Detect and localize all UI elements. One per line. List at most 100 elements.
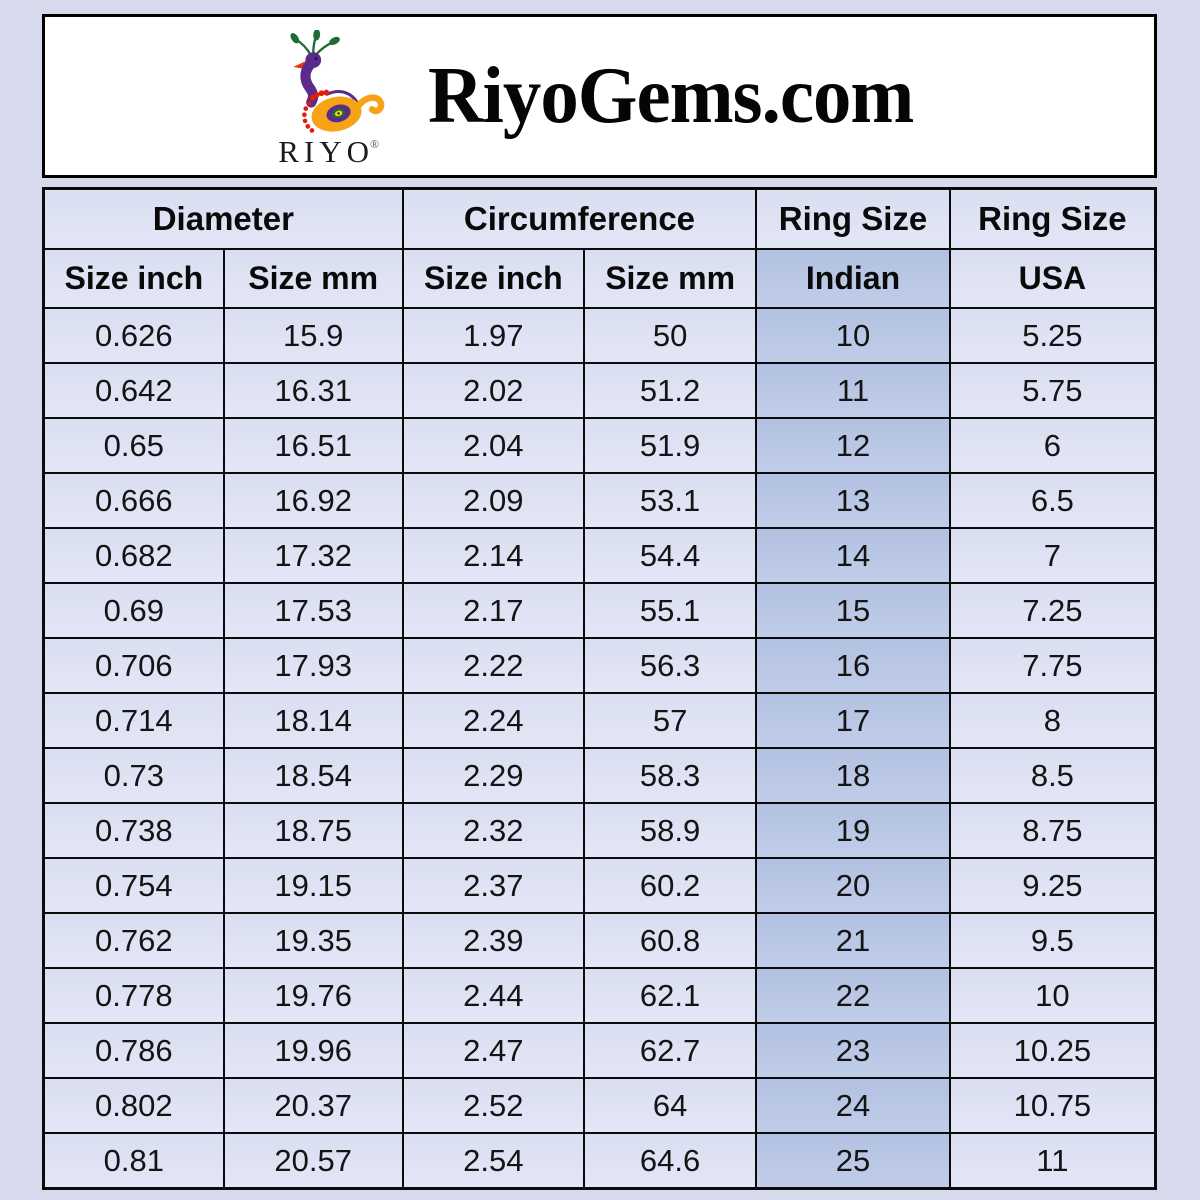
logo-brand-text: RIYO (278, 133, 374, 169)
table-cell: 55.1 (582, 582, 758, 639)
table-cell: 60.8 (582, 912, 758, 969)
table-cell: 19.15 (222, 857, 404, 914)
registered-trademark-symbol: ® (370, 136, 380, 151)
table-cell: 16 (755, 637, 951, 694)
site-title: RiyoGems.com (427, 51, 914, 140)
table-cell: 16.51 (222, 417, 404, 474)
table-cell: 8.75 (948, 802, 1157, 859)
column-header-circumference-mm: Size mm (582, 248, 758, 309)
table-cell: 50 (582, 307, 758, 364)
table-cell: 2.02 (401, 362, 585, 419)
table-cell: 10 (755, 307, 951, 364)
table-cell: 2.29 (401, 747, 585, 804)
table-cell: 19.96 (222, 1022, 404, 1079)
riyo-logo: RIYO® (266, 29, 392, 167)
table-cell: 7.25 (948, 582, 1157, 639)
table-row: 0.714 18.14 2.24 57 17 8 (42, 692, 1157, 749)
table-cell: 14 (755, 527, 951, 584)
table-cell: 0.754 (42, 857, 225, 914)
table-cell: 6.5 (948, 472, 1157, 529)
table-cell: 9.25 (948, 857, 1157, 914)
table-cell: 9.5 (948, 912, 1157, 969)
column-header-circumference-inch: Size inch (401, 248, 585, 309)
table-cell: 19.76 (222, 967, 404, 1024)
table-cell: 2.39 (401, 912, 585, 969)
table-row: 0.786 19.96 2.47 62.7 23 10.25 (42, 1022, 1157, 1079)
table-cell: 22 (755, 967, 951, 1024)
table-cell: 24 (755, 1077, 951, 1134)
table-cell: 12 (755, 417, 951, 474)
column-header-diameter-mm: Size mm (222, 248, 404, 309)
table-cell: 2.14 (401, 527, 585, 584)
table-cell: 0.642 (42, 362, 225, 419)
size-table-body: 0.626 15.9 1.97 50 10 5.25 0.642 16.31 2.02 51.2 1… (42, 307, 1157, 1190)
table-cell: 2.52 (401, 1077, 585, 1134)
table-cell: 7 (948, 527, 1157, 584)
table-row: 0.682 17.32 2.14 54.4 14 7 (42, 527, 1157, 584)
table-cell: 56.3 (582, 637, 758, 694)
table-cell: 0.81 (42, 1132, 225, 1190)
table-cell: 0.666 (42, 472, 225, 529)
column-header-usa: USA (948, 248, 1157, 309)
logo-wordmark: RIYO® (278, 136, 379, 167)
table-cell: 2.04 (401, 417, 585, 474)
table-cell: 60.2 (582, 857, 758, 914)
table-cell: 5.75 (948, 362, 1157, 419)
table-cell: 11 (948, 1132, 1157, 1190)
group-header-row: Diameter Circumference Ring Size Ring Si… (42, 187, 1157, 250)
table-cell: 62.1 (582, 967, 758, 1024)
table-cell: 0.802 (42, 1077, 225, 1134)
column-header-indian: Indian (755, 248, 951, 309)
peacock-logo-icon (290, 29, 385, 133)
table-cell: 13 (755, 472, 951, 529)
table-cell: 5.25 (948, 307, 1157, 364)
table-cell: 16.92 (222, 472, 404, 529)
table-cell: 18 (755, 747, 951, 804)
table-cell: 8.5 (948, 747, 1157, 804)
table-row: 0.642 16.31 2.02 51.2 11 5.75 (42, 362, 1157, 419)
column-group-ring-size-indian: Ring Size (755, 187, 951, 250)
table-cell: 2.09 (401, 472, 585, 529)
table-cell: 0.65 (42, 417, 225, 474)
table-cell: 1.97 (401, 307, 585, 364)
table-cell: 6 (948, 417, 1157, 474)
table-cell: 10.75 (948, 1077, 1157, 1134)
table-cell: 2.54 (401, 1132, 585, 1190)
table-cell: 7.75 (948, 637, 1157, 694)
table-cell: 16.31 (222, 362, 404, 419)
column-group-circumference: Circumference (401, 187, 758, 250)
table-row: 0.69 17.53 2.17 55.1 15 7.25 (42, 582, 1157, 639)
table-cell: 0.778 (42, 967, 225, 1024)
table-cell: 18.54 (222, 747, 404, 804)
table-cell: 0.786 (42, 1022, 225, 1079)
table-cell: 58.3 (582, 747, 758, 804)
table-cell: 20.57 (222, 1132, 404, 1190)
table-cell: 57 (582, 692, 758, 749)
table-cell: 25 (755, 1132, 951, 1190)
table-cell: 51.9 (582, 417, 758, 474)
table-cell: 0.738 (42, 802, 225, 859)
table-cell: 11 (755, 362, 951, 419)
table-cell: 53.1 (582, 472, 758, 529)
table-cell: 0.73 (42, 747, 225, 804)
table-cell: 2.32 (401, 802, 585, 859)
table-cell: 0.762 (42, 912, 225, 969)
brand-header: RIYO® RiyoGems.com (42, 14, 1157, 178)
table-cell: 15.9 (222, 307, 404, 364)
table-cell: 2.17 (401, 582, 585, 639)
table-cell: 2.47 (401, 1022, 585, 1079)
table-cell: 17.32 (222, 527, 404, 584)
table-cell: 20 (755, 857, 951, 914)
table-cell: 18.75 (222, 802, 404, 859)
table-cell: 64 (582, 1077, 758, 1134)
table-cell: 51.2 (582, 362, 758, 419)
table-cell: 2.22 (401, 637, 585, 694)
table-row: 0.778 19.76 2.44 62.1 22 10 (42, 967, 1157, 1024)
table-cell: 19.35 (222, 912, 404, 969)
table-cell: 18.14 (222, 692, 404, 749)
table-cell: 62.7 (582, 1022, 758, 1079)
table-cell: 17.53 (222, 582, 404, 639)
table-cell: 23 (755, 1022, 951, 1079)
table-row: 0.738 18.75 2.32 58.9 19 8.75 (42, 802, 1157, 859)
